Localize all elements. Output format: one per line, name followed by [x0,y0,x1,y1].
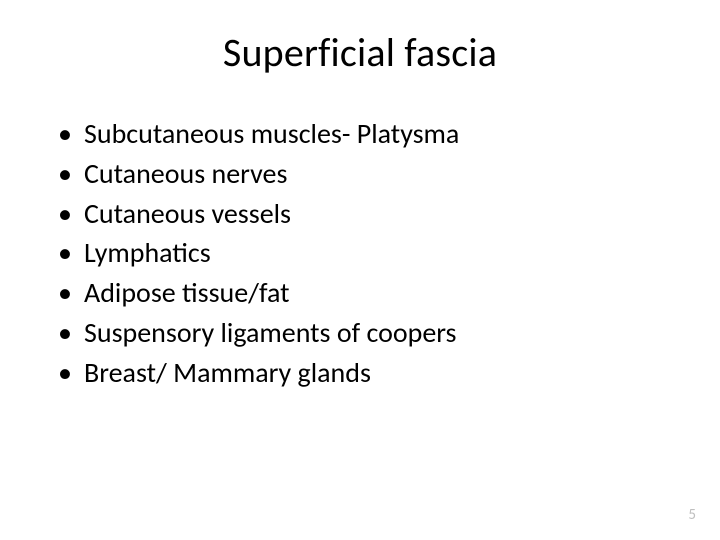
list-item: Cutaneous nerves [58,155,680,193]
list-item: Cutaneous vessels [58,195,680,233]
bullet-list: Subcutaneous muscles- Platysma Cutaneous… [40,115,680,392]
list-item: Adipose tissue/fat [58,274,680,312]
list-item: Breast/ Mammary glands [58,354,680,392]
list-item: Lymphatics [58,234,680,272]
list-item: Suspensory ligaments of coopers [58,314,680,352]
page-number: 5 [688,506,696,524]
slide-title: Superficial fascia [40,28,680,77]
slide: Superficial fascia Subcutaneous muscles-… [0,0,720,540]
list-item: Subcutaneous muscles- Platysma [58,115,680,153]
